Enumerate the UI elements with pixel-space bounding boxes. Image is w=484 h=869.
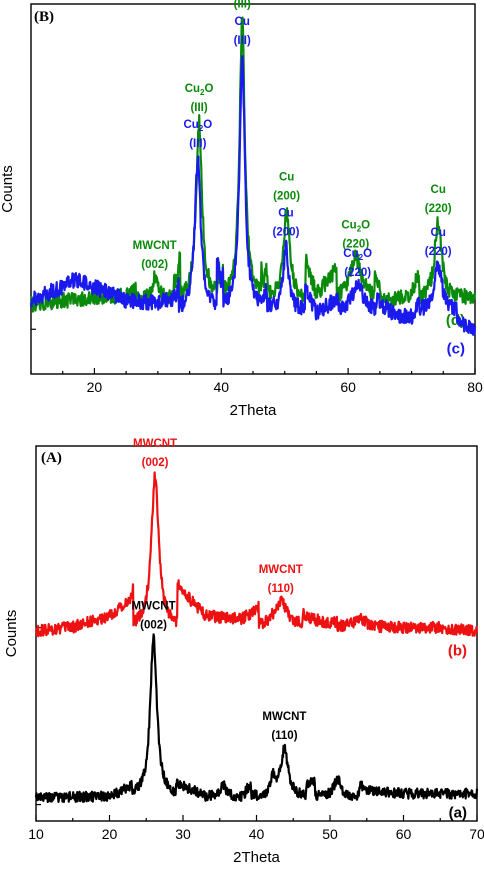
peak-annotation-line: (200) [273,227,300,239]
x-tick-label: 50 [322,826,338,842]
x-tick-label: 60 [340,379,356,395]
peak-annotation-line: (III) [189,138,206,150]
peak-annotation: Cu2O (220) [343,248,372,279]
peak-annotation-line: MWCNT [133,438,177,450]
peak-annotation-line: MWCNT [133,240,177,252]
peak-annotation-line: (110) [271,730,297,742]
x-tick-label: 70 [469,826,484,842]
peak-annotation-line: Cu2O [343,248,372,262]
peak-annotation-line: Cu2O [185,83,214,97]
series-line-d [29,16,477,313]
panel-b-chart: 20 40 60 802ThetaCounts(B)(d)(c)MWCNT(002)C… [0,0,483,419]
series-line-a [34,633,479,804]
peak-annotation: MWCNT (002) [133,240,177,271]
y-axis-title: Counts [3,610,20,658]
peak-annotation: Cu (220) [425,184,452,215]
x-tick-label: 10 [28,826,44,842]
x-tick-label: 20 [102,826,118,842]
panel-label: (B) [34,9,54,25]
x-tick-label: 40 [213,379,229,395]
peak-annotation-line: (220) [425,203,452,215]
plot-frame [35,445,478,822]
peak-annotation: MWCNT (110) [262,711,306,742]
peak-annotation: Cu2O (III) [183,119,212,150]
peak-annotation: Cu (III) [234,16,251,47]
panel-label: (A) [41,450,62,466]
y-axis-title: Counts [0,165,16,213]
peak-annotation-line: (220) [344,267,371,279]
peak-annotation-line: (002) [141,259,168,271]
peak-annotation-line: (III) [234,35,251,47]
series-line-c [29,55,477,336]
series-label: (c) [447,340,465,357]
peak-annotation: MWCNT (002) [132,600,176,631]
x-tick-label: 30 [175,826,191,842]
peak-annotation-line: (200) [273,191,300,203]
x-tick-label: 40 [249,826,265,842]
x-axis-title: 2Theta [230,402,277,419]
peak-annotation-line: Cu [431,184,446,196]
peak-annotation-line: (110) [268,583,294,595]
peak-annotation-line: (220) [425,246,452,258]
peak-annotation-line: (III) [234,0,251,11]
peak-annotation: Cu2O (III) [185,83,214,114]
peak-annotation-line: (220) [342,238,369,250]
peak-annotation-line: (002) [140,619,167,631]
x-tick-label: 80 [467,379,483,395]
peak-annotation: Cu (200) [273,208,300,239]
peak-annotation-line: Cu [279,172,294,184]
series-line-b [34,471,479,638]
peak-annotation-line: (002) [142,457,169,469]
peak-annotation: Cu (200) [273,172,300,203]
x-tick-label: 20 [87,379,103,395]
peak-annotation: Cu(III) [234,0,251,11]
x-axis-title: 2Theta [233,849,280,866]
peak-annotation-line: Cu2O [183,119,212,133]
x-tick-label: 60 [396,826,412,842]
peak-annotation: Cu (220) [425,227,452,258]
peak-annotation-line: Cu2O [341,219,370,233]
panel-a-chart: 10 20 30 40 50 60 70 2Theta Counts (A) (b) (a) MWCNT… [3,438,484,866]
peak-annotation-line: MWCNT [262,711,306,723]
peak-annotation-line: Cu [235,16,250,28]
peak-annotation: Cu2O (220) [341,219,370,250]
peak-annotation-line: MWCNT [259,564,303,576]
peak-annotation: MWCNT (002) [133,438,177,469]
series-label: (a) [449,805,467,822]
peak-annotation-line: (III) [190,102,207,114]
peak-annotation: MWCNT (110) [259,564,303,595]
series-label: (b) [448,642,467,659]
peak-annotation-line: MWCNT [132,600,176,612]
peak-annotation-line: Cu [278,208,293,220]
peak-annotation-line: Cu [431,227,446,239]
